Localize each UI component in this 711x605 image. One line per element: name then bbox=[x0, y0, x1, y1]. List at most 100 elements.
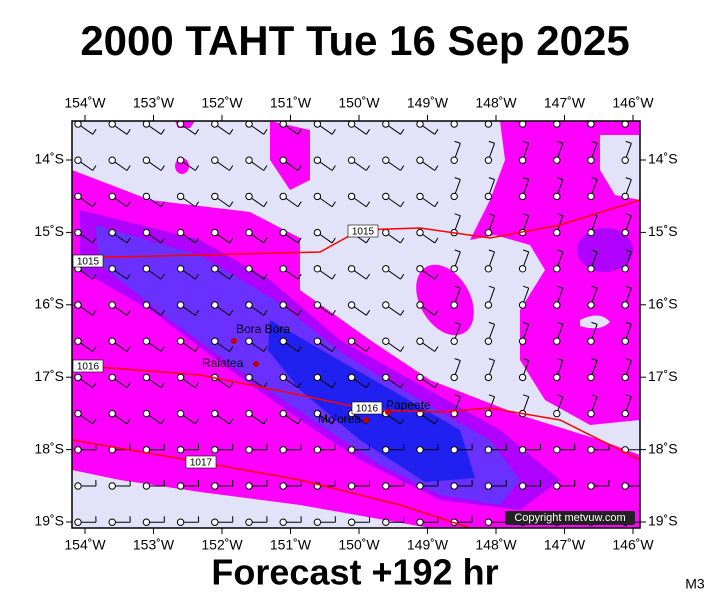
barb-station bbox=[143, 410, 149, 416]
barb-station bbox=[588, 338, 594, 344]
isobar-label: 1015 bbox=[77, 257, 100, 268]
lon-label: 150˚W bbox=[338, 95, 380, 111]
barb-station bbox=[143, 483, 149, 489]
barb-station bbox=[280, 447, 286, 453]
barb-station bbox=[348, 302, 354, 308]
lat-label: 15˚S bbox=[648, 223, 678, 239]
lat-label: 16˚S bbox=[34, 296, 64, 312]
barb-flag bbox=[455, 105, 461, 107]
barb-station bbox=[109, 302, 115, 308]
barb-station bbox=[588, 302, 594, 308]
barb-station bbox=[109, 266, 115, 272]
barb-station bbox=[75, 447, 81, 453]
barb-station bbox=[383, 519, 389, 525]
barb-station bbox=[417, 193, 423, 199]
barb-station bbox=[383, 229, 389, 235]
barb-station bbox=[588, 121, 594, 127]
barb-station bbox=[109, 374, 115, 380]
barb-station bbox=[588, 374, 594, 380]
barb-station bbox=[383, 338, 389, 344]
barb-station bbox=[417, 157, 423, 163]
barb-station bbox=[143, 157, 149, 163]
barb-station bbox=[280, 338, 286, 344]
barb-station bbox=[280, 266, 286, 272]
barb-station bbox=[280, 229, 286, 235]
barb-station bbox=[246, 229, 252, 235]
barb-station bbox=[212, 266, 218, 272]
barb-station bbox=[75, 157, 81, 163]
barb-station bbox=[554, 193, 560, 199]
forecast-label: Forecast +192 hr bbox=[211, 552, 498, 593]
barb-station bbox=[519, 121, 525, 127]
barb-station bbox=[519, 193, 525, 199]
barb-station bbox=[177, 483, 183, 489]
barb-station bbox=[246, 374, 252, 380]
barb-station bbox=[417, 374, 423, 380]
barb-station bbox=[314, 121, 320, 127]
barb-station bbox=[212, 410, 218, 416]
barb-station bbox=[109, 121, 115, 127]
barb-station bbox=[75, 338, 81, 344]
barb-station bbox=[280, 193, 286, 199]
barb-station bbox=[383, 483, 389, 489]
barb-station bbox=[348, 338, 354, 344]
barb-station bbox=[280, 121, 286, 127]
barb-station bbox=[554, 302, 560, 308]
barb-station bbox=[485, 338, 491, 344]
barb-station bbox=[519, 374, 525, 380]
barb-station bbox=[451, 193, 457, 199]
barb-station bbox=[485, 447, 491, 453]
lat-label: 19˚S bbox=[34, 513, 64, 529]
barb-station bbox=[177, 266, 183, 272]
barb-station bbox=[383, 121, 389, 127]
barb-station bbox=[383, 266, 389, 272]
isobar-label: 1015 bbox=[352, 227, 375, 238]
barb-station bbox=[246, 157, 252, 163]
barb-station bbox=[451, 447, 457, 453]
lon-label: 148˚W bbox=[475, 537, 517, 553]
map-fields bbox=[72, 121, 640, 528]
barb-station bbox=[622, 410, 628, 416]
barb-flag bbox=[523, 105, 529, 107]
barb-station bbox=[588, 229, 594, 235]
barb-station bbox=[485, 193, 491, 199]
barb-station bbox=[212, 338, 218, 344]
lon-label: 152˚W bbox=[201, 537, 243, 553]
lat-label: 17˚S bbox=[34, 368, 64, 384]
barb-station bbox=[519, 302, 525, 308]
barb-station bbox=[246, 121, 252, 127]
barb-station bbox=[143, 519, 149, 525]
barb-station bbox=[246, 302, 252, 308]
barb-station bbox=[314, 157, 320, 163]
barb-station bbox=[485, 410, 491, 416]
lon-label: 150˚W bbox=[338, 537, 380, 553]
lon-label: 146˚W bbox=[612, 537, 654, 553]
barb-station bbox=[451, 302, 457, 308]
barb-station bbox=[314, 193, 320, 199]
barb-station bbox=[554, 410, 560, 416]
barb-station bbox=[280, 302, 286, 308]
barb-station bbox=[212, 447, 218, 453]
barb-station bbox=[177, 338, 183, 344]
lon-label: 154˚W bbox=[64, 537, 106, 553]
barb-station bbox=[212, 157, 218, 163]
barb-station bbox=[75, 410, 81, 416]
barb-station bbox=[348, 374, 354, 380]
barb-station bbox=[348, 121, 354, 127]
barb-station bbox=[109, 483, 115, 489]
barb-station bbox=[75, 519, 81, 525]
barb-station bbox=[314, 447, 320, 453]
barb-station bbox=[348, 193, 354, 199]
barb-station bbox=[554, 157, 560, 163]
barb-station bbox=[75, 483, 81, 489]
barb-station bbox=[519, 157, 525, 163]
barb-station bbox=[143, 266, 149, 272]
barb-station bbox=[622, 302, 628, 308]
barb-station bbox=[143, 229, 149, 235]
barb-station bbox=[417, 229, 423, 235]
lat-label: 17˚S bbox=[648, 368, 678, 384]
lon-label: 153˚W bbox=[133, 95, 175, 111]
barb-station bbox=[451, 338, 457, 344]
title: 2000 TAHT Tue 16 Sep 2025 bbox=[80, 17, 629, 64]
barb-station bbox=[622, 483, 628, 489]
